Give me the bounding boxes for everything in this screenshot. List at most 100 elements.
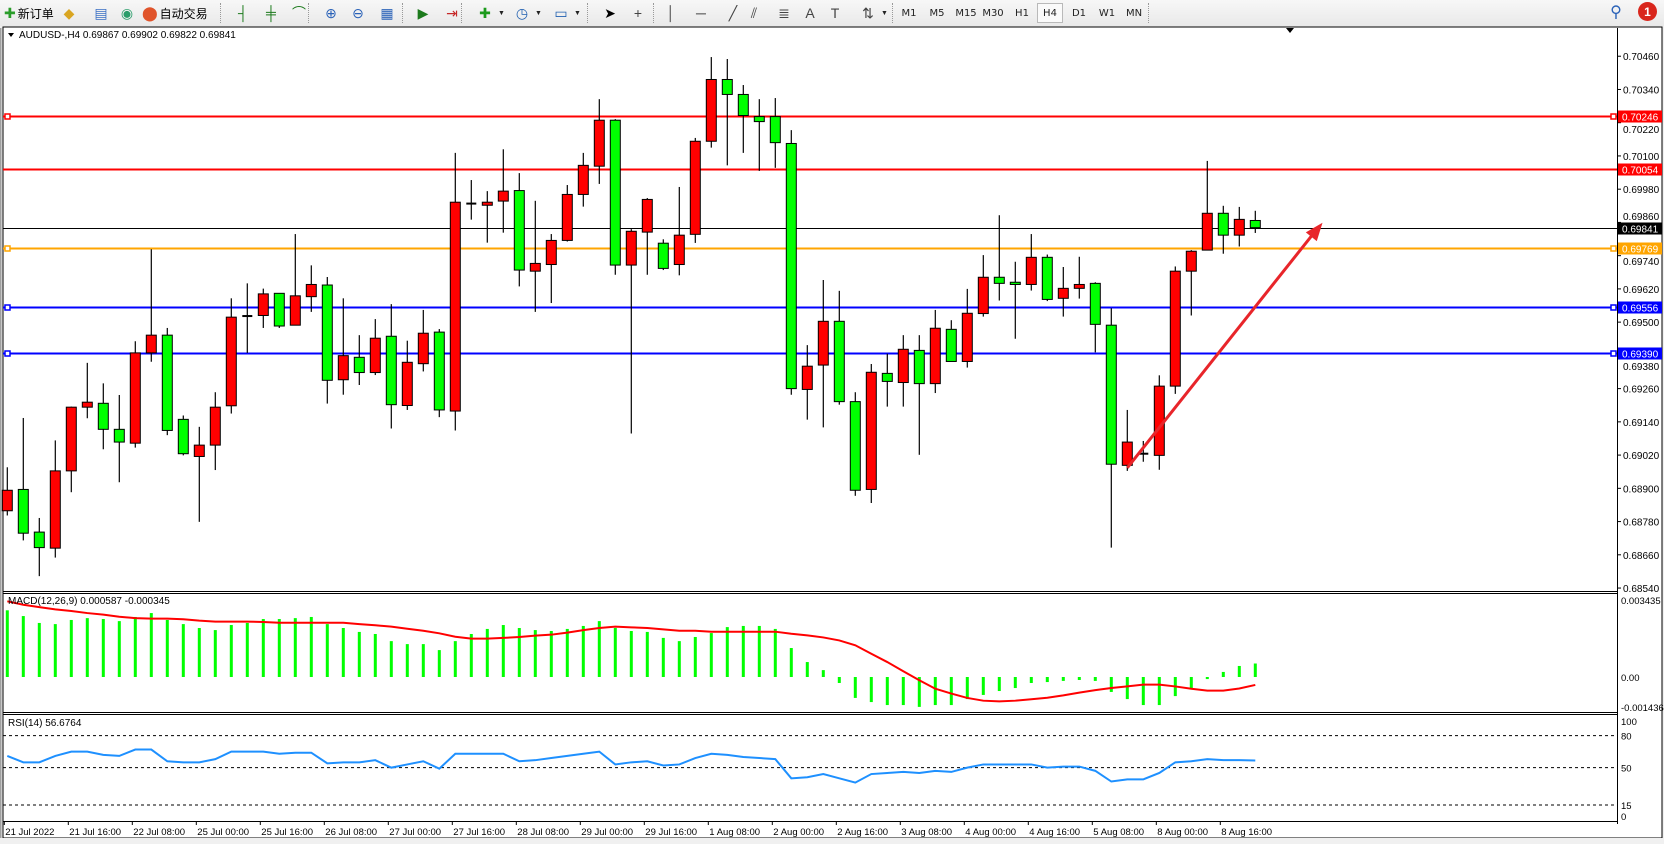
macd-histogram-bar	[1029, 677, 1033, 683]
crosshair-button[interactable]: +	[627, 3, 649, 23]
text-label-button[interactable]: T	[824, 3, 846, 23]
macd-histogram-bar	[37, 622, 41, 677]
macd-histogram-bar	[1077, 677, 1081, 680]
candle-bearish	[321, 284, 333, 381]
candle-bearish	[721, 78, 733, 95]
timeframe-m30[interactable]: M30	[982, 7, 1004, 19]
macd-histogram-bar	[597, 621, 601, 677]
candle-bearish	[385, 335, 397, 406]
macd-histogram-bar	[1061, 677, 1065, 681]
candle-bullish	[305, 283, 317, 298]
candle-bullish	[449, 201, 461, 412]
macd-histogram-bar	[645, 631, 649, 677]
timeframe-w1[interactable]: W1	[1098, 7, 1116, 19]
signal-button[interactable]: ◉	[116, 3, 138, 23]
candle-bearish	[913, 349, 925, 385]
macd-histogram-bar	[1141, 677, 1145, 706]
macd-histogram-bar	[917, 677, 921, 707]
gold-bar-button[interactable]: ◆	[58, 3, 80, 23]
macd-axis-label: 0.00	[1621, 673, 1640, 684]
line-anchor-marker[interactable]	[4, 245, 11, 252]
zoom-in-button[interactable]: ⊕	[320, 3, 342, 23]
candle-bearish	[1009, 281, 1021, 285]
macd-histogram-bar	[789, 648, 793, 677]
time-axis-label: 1 Aug 08:00	[709, 827, 760, 838]
candlestick-chart-button[interactable]: ╪	[260, 3, 282, 23]
line-chart-button[interactable]: ⌒	[288, 3, 310, 23]
text-button[interactable]: A	[799, 3, 821, 23]
timeframe-h1[interactable]: H1	[1015, 7, 1029, 19]
price-line-label: 0.69390	[1622, 350, 1659, 361]
macd-histogram-bar	[709, 633, 713, 677]
dropdown-arrow-icon[interactable]: ▼	[535, 10, 542, 17]
timeframe-mn[interactable]: MN	[1125, 7, 1143, 19]
trend-arrow-head-icon[interactable]	[1305, 222, 1323, 242]
chart-shift-button[interactable]: ⇥	[441, 3, 463, 23]
time-axis-label: 21 Jul 2022	[5, 827, 54, 838]
timeframe-m1[interactable]: M1	[901, 7, 917, 19]
timeframe-d1[interactable]: D1	[1071, 7, 1087, 19]
trendline-button[interactable]: ╱	[722, 3, 744, 23]
macd-histogram-bar	[949, 677, 953, 706]
macd-histogram-bar	[181, 624, 185, 677]
candle-bearish	[1041, 256, 1053, 300]
chart-shift-marker-icon[interactable]	[1286, 28, 1294, 33]
line-anchor-marker[interactable]	[1610, 245, 1617, 252]
trend-arrow-line[interactable]	[1126, 228, 1318, 469]
symbol-menu-triangle-icon[interactable]	[8, 33, 14, 37]
timeframe-h4[interactable]: H4	[1037, 3, 1063, 23]
dropdown-arrow-icon[interactable]: ▼	[498, 10, 505, 17]
price-label-box	[1618, 163, 1662, 176]
cursor-button[interactable]: ➤	[599, 3, 621, 23]
fibonacci-button[interactable]: ≣	[773, 3, 795, 23]
time-axis-label: 21 Jul 16:00	[69, 827, 121, 838]
chart-shift-icon: ⇥	[446, 5, 458, 21]
tile-windows-button[interactable]: ▦	[376, 3, 398, 23]
candle-bullish	[593, 119, 605, 167]
dropdown-arrow-icon[interactable]: ▼	[574, 10, 581, 17]
dropdown-arrow-icon[interactable]: ▼	[881, 10, 888, 17]
auto-trading-button[interactable]: ⬤ 自动交易	[142, 3, 208, 23]
line-anchor-marker[interactable]	[1610, 113, 1617, 120]
candle-bearish	[1249, 219, 1261, 229]
macd-histogram-bar	[261, 619, 265, 677]
new-order-button[interactable]: ✚ 新订单	[4, 3, 54, 23]
notification-badge[interactable]: 1	[1638, 2, 1657, 21]
add-indicator-button[interactable]: ✚	[474, 3, 496, 23]
navigator-icon: ▤	[94, 5, 108, 21]
candle-bullish	[1057, 287, 1069, 299]
candle-bullish	[577, 164, 589, 195]
macd-histogram-bar	[421, 644, 425, 677]
arrows-button[interactable]: ⇅	[857, 3, 879, 23]
zoom-out-button[interactable]: ⊖	[347, 3, 369, 23]
candle-bullish	[1201, 212, 1213, 251]
price-axis-label: 0.68660	[1623, 551, 1660, 562]
macd-histogram-bar	[629, 631, 633, 677]
equidistant-channel-button[interactable]: ⫽	[743, 3, 765, 23]
macd-histogram-bar	[437, 650, 441, 677]
search-button[interactable]: ⚲	[1605, 3, 1627, 23]
price-line-label: 0.70054	[1622, 166, 1659, 177]
macd-histogram-bar	[245, 622, 249, 677]
timeframe-m15[interactable]: M15	[955, 7, 977, 19]
vertical-line-button[interactable]: │	[660, 3, 682, 23]
templates-button[interactable]: ▭	[550, 3, 572, 23]
candle-bullish	[897, 348, 909, 384]
line-anchor-marker[interactable]	[4, 350, 11, 357]
line-anchor-marker[interactable]	[4, 113, 11, 120]
line-anchor-marker[interactable]	[4, 304, 11, 311]
timeframe-m5[interactable]: M5	[929, 7, 945, 19]
auto-scroll-button[interactable]: ▶	[412, 3, 434, 23]
navigator-button[interactable]: ▤	[90, 3, 112, 23]
price-axis-label: 0.68780	[1623, 518, 1660, 529]
line-anchor-marker[interactable]	[1610, 350, 1617, 357]
macd-histogram-bar	[853, 677, 857, 698]
line-anchor-marker[interactable]	[1610, 304, 1617, 311]
macd-histogram-bar	[821, 670, 825, 677]
horizontal-line-button[interactable]: ─	[690, 3, 712, 23]
candle-bullish	[369, 337, 381, 374]
periods-clock-button[interactable]: ◷	[511, 3, 533, 23]
bar-chart-button[interactable]: ┤	[232, 3, 254, 23]
candle-bullish	[257, 293, 269, 316]
